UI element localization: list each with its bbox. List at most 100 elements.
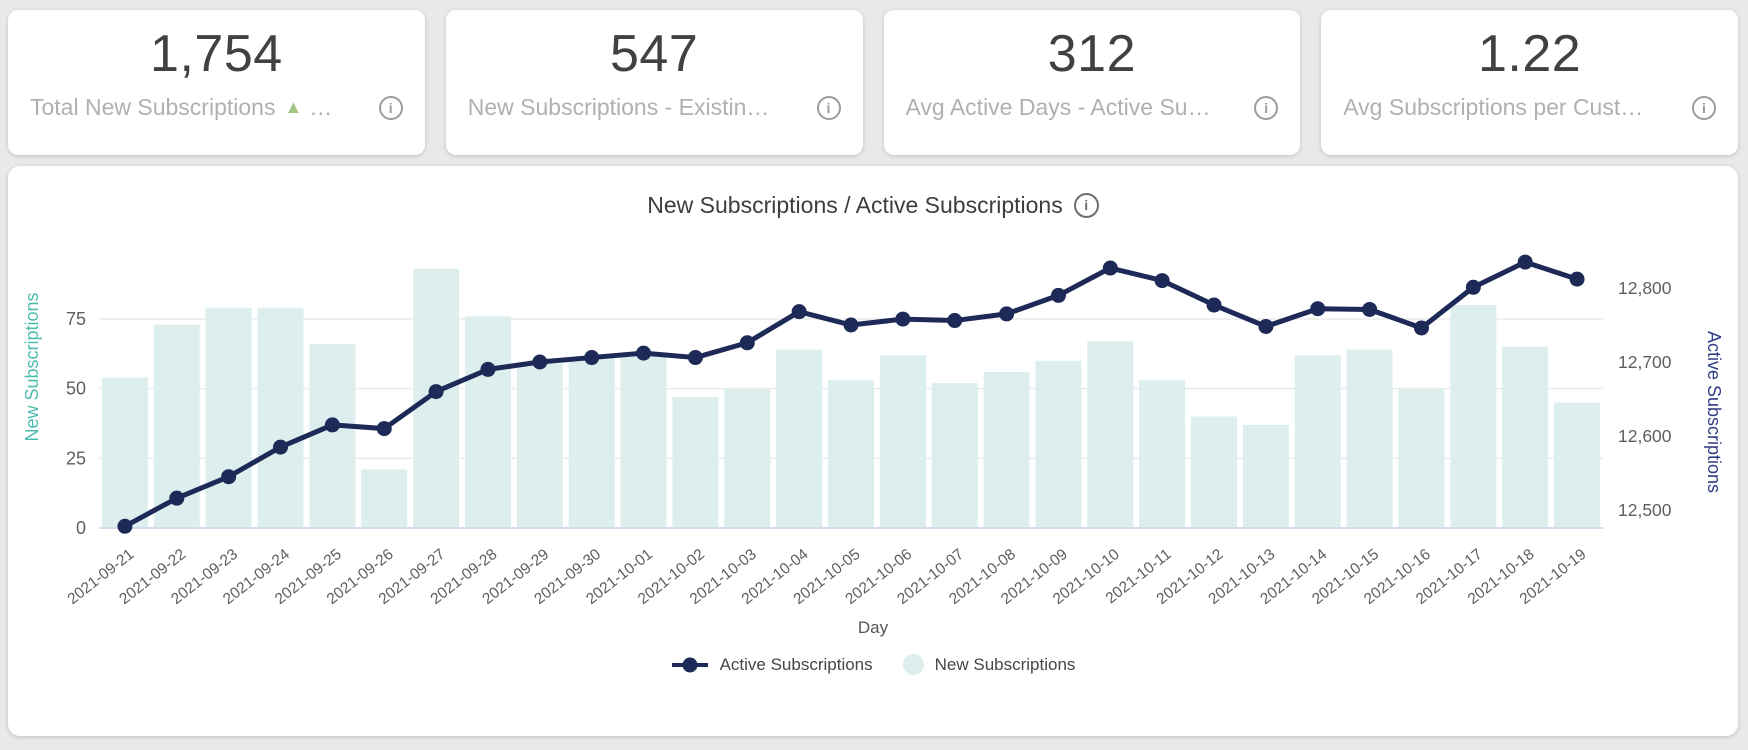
kpi-label-row: Avg Subscriptions per Cust… — [1321, 94, 1738, 121]
new-subscriptions-bar[interactable] — [257, 307, 304, 528]
active-subscriptions-point[interactable] — [1206, 297, 1222, 313]
active-subscriptions-point[interactable] — [687, 350, 703, 366]
active-subscriptions-point[interactable] — [739, 335, 755, 351]
new-subscriptions-bar[interactable] — [568, 358, 615, 528]
new-subscriptions-bar[interactable] — [1450, 305, 1497, 528]
new-subscriptions-bar[interactable] — [309, 344, 356, 528]
active-subscriptions-point[interactable] — [1102, 260, 1118, 276]
new-subscriptions-bar[interactable] — [620, 355, 667, 528]
subscriptions-chart-card: New Subscriptions / Active Subscriptions… — [8, 166, 1738, 736]
right-axis-tick: 12,800 — [1618, 278, 1672, 298]
kpi-card-avg-active-days: 312 Avg Active Days - Active Su… — [883, 10, 1301, 155]
kpi-label: Total New Subscriptions — [30, 94, 276, 120]
right-axis-tick: 12,500 — [1618, 500, 1672, 520]
active-subscriptions-point[interactable] — [117, 518, 133, 534]
kpi-card-new-subscriptions-existing: 547 New Subscriptions - Existin… — [445, 10, 863, 155]
active-subscriptions-point[interactable] — [376, 421, 392, 437]
kpi-value: 1.22 — [1478, 25, 1582, 83]
new-subscriptions-bar[interactable] — [776, 349, 823, 528]
left-axis-tick: 0 — [76, 518, 86, 538]
new-subscriptions-bar[interactable] — [1191, 416, 1238, 528]
active-subscriptions-point[interactable] — [584, 350, 600, 366]
active-subscriptions-point[interactable] — [1465, 279, 1481, 295]
active-subscriptions-point[interactable] — [428, 384, 444, 400]
info-icon[interactable] — [378, 95, 403, 120]
active-subscriptions-point[interactable] — [169, 490, 185, 506]
chart-title: New Subscriptions / Active Subscriptions — [647, 191, 1063, 218]
new-subscriptions-bar[interactable] — [1398, 388, 1445, 528]
left-axis-tick: 75 — [66, 309, 86, 329]
new-subscriptions-bar[interactable] — [205, 307, 252, 528]
kpi-label-row: Total New Subscriptions ▲ … — [8, 94, 425, 121]
active-subscriptions-point[interactable] — [947, 313, 963, 329]
info-icon[interactable] — [816, 95, 841, 120]
new-subscriptions-bar[interactable] — [361, 469, 408, 528]
new-subscriptions-bar[interactable] — [1502, 346, 1549, 528]
right-axis-tick: 12,600 — [1618, 426, 1672, 446]
kpi-label: New Subscriptions - Existin… — [467, 94, 770, 120]
active-subscriptions-point[interactable] — [1413, 320, 1429, 336]
kpi-card-avg-subscriptions-per-customer: 1.22 Avg Subscriptions per Cust… — [1321, 10, 1738, 155]
kpi-row: 1,754 Total New Subscriptions ▲ … 547 Ne… — [0, 0, 1748, 155]
info-icon[interactable] — [1073, 192, 1099, 218]
new-subscriptions-bar[interactable] — [879, 355, 926, 528]
new-subscriptions-bar[interactable] — [983, 371, 1030, 528]
active-subscriptions-point[interactable] — [843, 317, 859, 333]
active-subscriptions-point[interactable] — [1258, 318, 1274, 334]
active-subscriptions-point[interactable] — [636, 345, 652, 361]
chart-legend: Active Subscriptions New Subscriptions — [8, 654, 1738, 675]
legend-label: Active Subscriptions — [719, 654, 873, 674]
active-subscriptions-point[interactable] — [1362, 301, 1378, 317]
kpi-label: Avg Active Days - Active Su… — [905, 94, 1211, 120]
kpi-value: 547 — [609, 25, 699, 83]
left-axis-title: New Subscriptions — [22, 292, 42, 441]
new-subscriptions-bar[interactable] — [516, 363, 563, 528]
label-truncation-ellipsis: … — [309, 94, 333, 120]
new-subscriptions-bar[interactable] — [672, 397, 719, 528]
kpi-label-row: Avg Active Days - Active Su… — [884, 94, 1301, 121]
active-subscriptions-point[interactable] — [895, 311, 911, 327]
new-subscriptions-bar[interactable] — [464, 316, 511, 528]
new-subscriptions-bar[interactable] — [828, 380, 874, 528]
right-axis-title: Active Subscriptions — [1704, 331, 1724, 493]
kpi-label-row: New Subscriptions - Existin… — [446, 94, 863, 121]
kpi-value: 1,754 — [150, 25, 283, 83]
kpi-label: Avg Subscriptions per Cust… — [1343, 94, 1644, 120]
dual-axis-bar-line-chart[interactable]: 025507512,50012,60012,70012,8002021-09-2… — [8, 222, 1738, 614]
info-icon[interactable] — [1254, 95, 1279, 120]
new-subscriptions-bar[interactable] — [1554, 402, 1601, 528]
active-subscriptions-point[interactable] — [1154, 273, 1170, 289]
left-axis-tick: 25 — [66, 448, 86, 468]
active-subscriptions-point[interactable] — [324, 417, 340, 433]
active-subscriptions-point[interactable] — [1310, 301, 1326, 317]
active-subscriptions-point[interactable] — [221, 469, 237, 485]
right-axis-tick: 12,700 — [1618, 352, 1672, 372]
chart-title-row: New Subscriptions / Active Subscriptions — [8, 166, 1738, 220]
active-subscriptions-point[interactable] — [791, 304, 807, 320]
delta-up-triangle-icon: ▲ — [284, 97, 303, 117]
active-subscriptions-point[interactable] — [999, 306, 1015, 322]
active-subscriptions-point[interactable] — [1569, 271, 1585, 287]
new-subscriptions-bar[interactable] — [1242, 424, 1289, 528]
active-subscriptions-point[interactable] — [1050, 287, 1066, 303]
new-subscriptions-bar[interactable] — [1294, 355, 1341, 528]
kpi-card-total-new-subscriptions: 1,754 Total New Subscriptions ▲ … — [8, 10, 425, 155]
new-subscriptions-bar[interactable] — [724, 388, 771, 528]
new-subscriptions-bar[interactable] — [101, 377, 148, 528]
new-subscriptions-bar[interactable] — [1346, 349, 1393, 528]
new-subscriptions-bar[interactable] — [931, 383, 978, 528]
x-axis-title: Day — [857, 618, 889, 637]
active-subscriptions-point[interactable] — [480, 361, 496, 377]
legend-item-active-subscriptions[interactable]: Active Subscriptions — [671, 655, 873, 675]
legend-item-new-subscriptions[interactable]: New Subscriptions — [902, 654, 1076, 675]
new-subscriptions-bar[interactable] — [1139, 380, 1186, 528]
active-subscriptions-point[interactable] — [532, 354, 548, 370]
circle-marker-icon — [902, 654, 924, 675]
active-subscriptions-point[interactable] — [1517, 254, 1533, 270]
active-subscriptions-point[interactable] — [273, 439, 289, 455]
left-axis-tick: 50 — [66, 379, 86, 399]
new-subscriptions-bar[interactable] — [1087, 341, 1134, 528]
legend-label: New Subscriptions — [934, 654, 1076, 674]
new-subscriptions-bar[interactable] — [1035, 360, 1082, 528]
info-icon[interactable] — [1692, 95, 1716, 120]
